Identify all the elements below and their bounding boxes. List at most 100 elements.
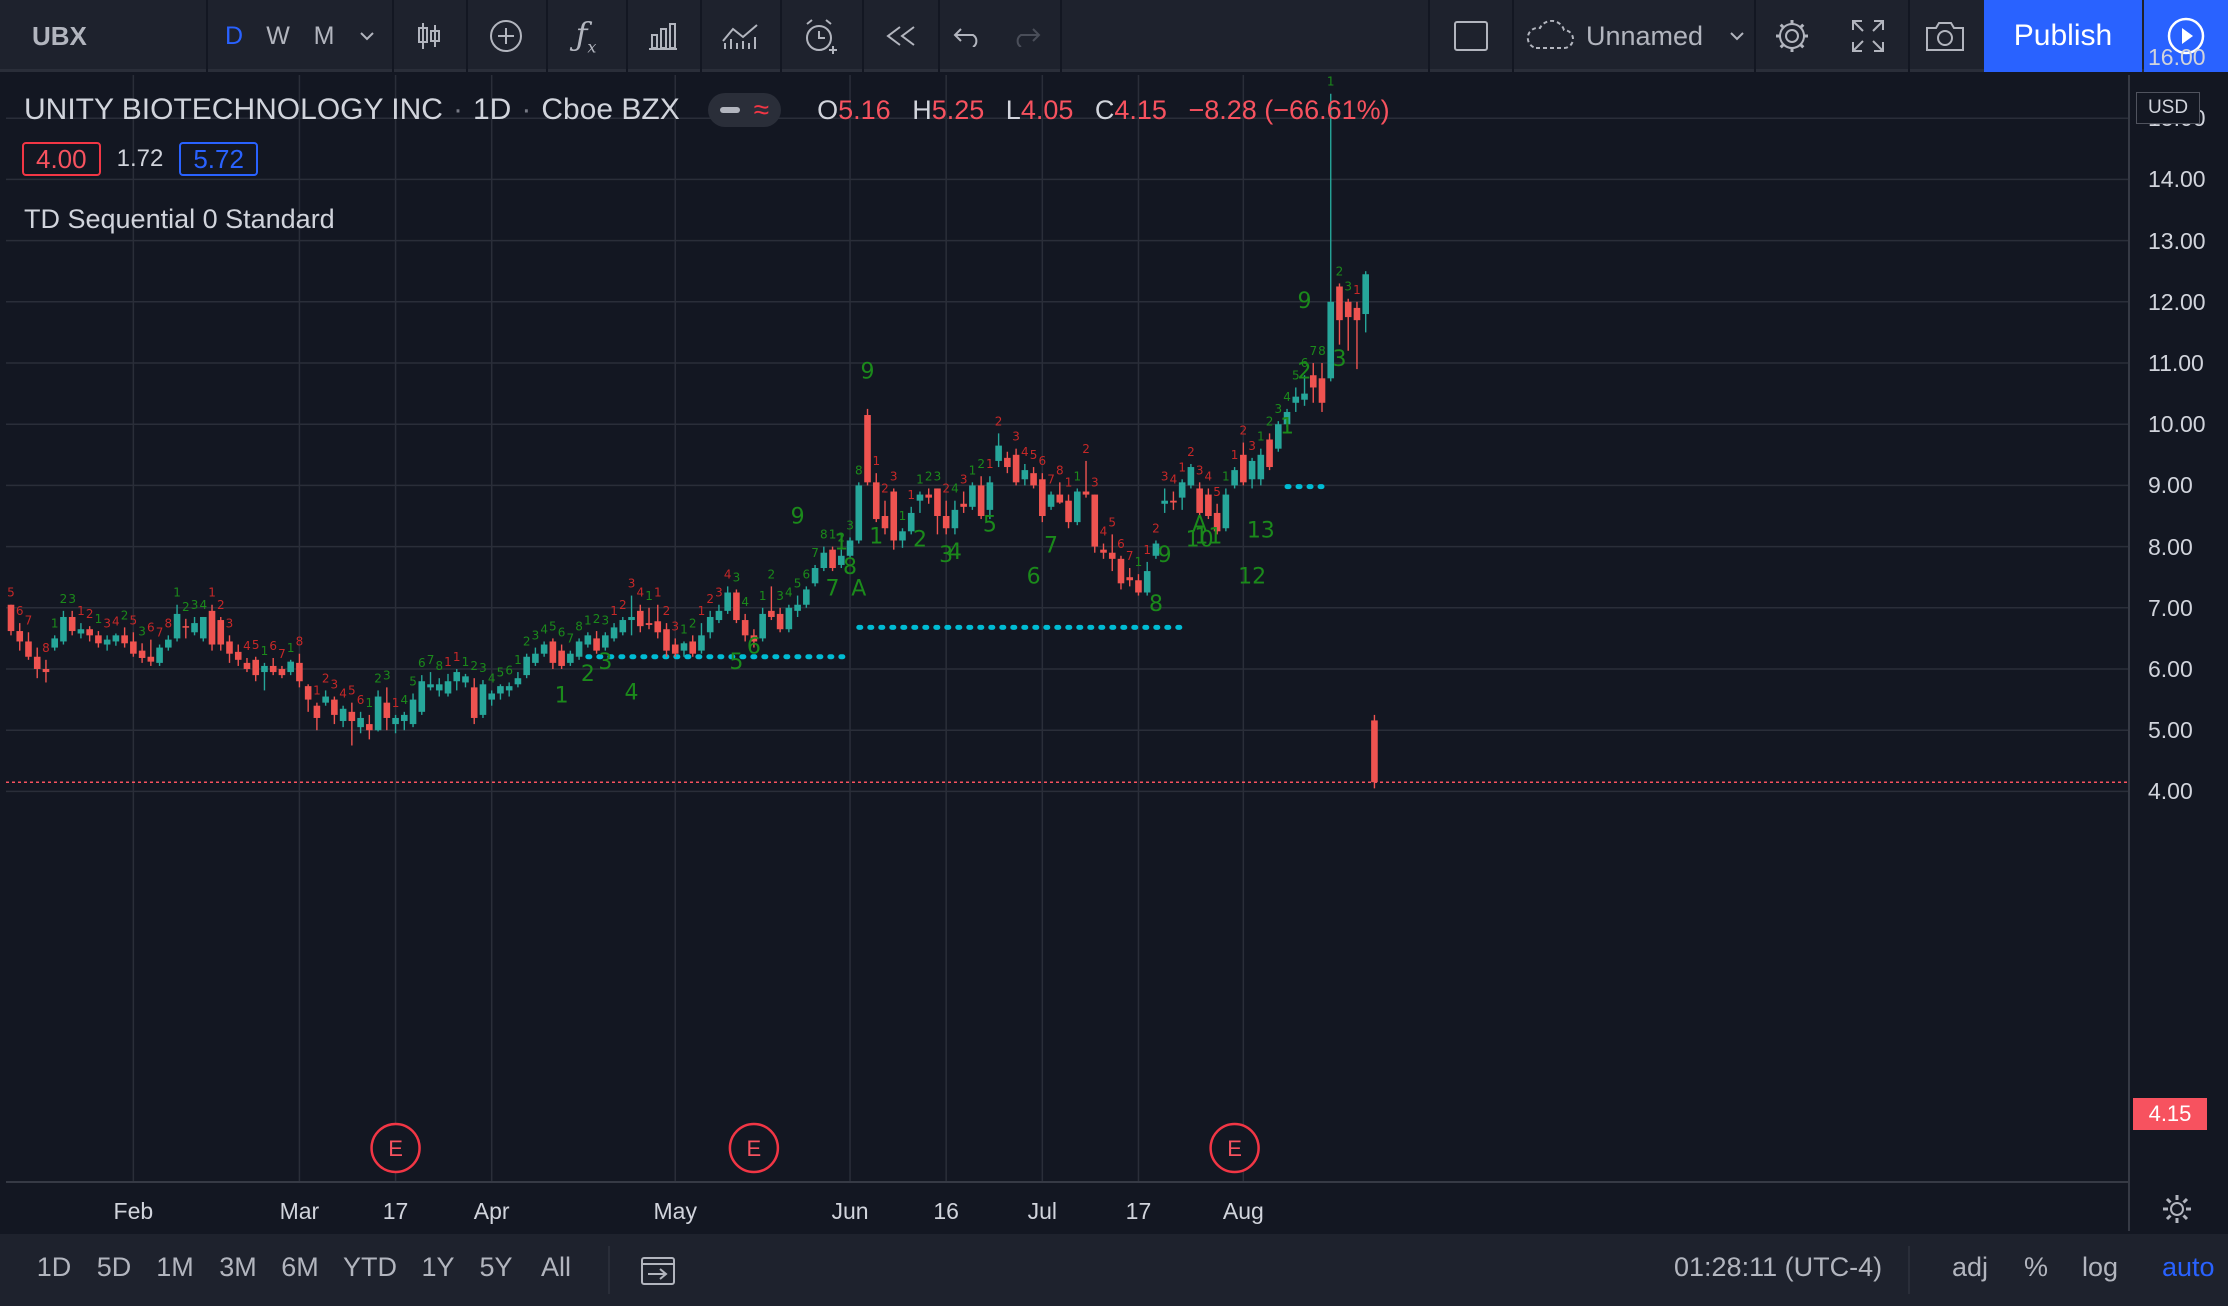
candle	[86, 626, 93, 642]
candle-body	[488, 693, 495, 700]
percent-toggle[interactable]: %	[2024, 1252, 2049, 1282]
range-1m-button[interactable]: 1M	[156, 1252, 194, 1282]
ask-price[interactable]: 5.72	[179, 142, 258, 176]
candle-body	[803, 589, 810, 605]
candle	[593, 631, 600, 654]
td-sell-count: 6	[269, 639, 277, 653]
candle-body	[951, 509, 959, 529]
candle-body	[1327, 301, 1335, 379]
candle-body	[864, 415, 871, 483]
candle-body	[208, 610, 216, 645]
chart-style-button[interactable]	[400, 0, 458, 72]
candle	[1283, 408, 1291, 428]
candle	[103, 635, 111, 651]
td-buy-count: 1	[173, 586, 181, 600]
range-6m-button[interactable]: 6M	[281, 1252, 319, 1282]
td-buy-count: 1	[1135, 555, 1143, 569]
td-sell-count: 4	[339, 687, 347, 701]
candle-body	[296, 662, 303, 682]
interval-m-button[interactable]: M	[313, 21, 335, 50]
td-sell-count: 3	[671, 619, 679, 633]
td-buy-count: 3	[479, 661, 487, 675]
range-3m-button[interactable]: 3M	[219, 1252, 257, 1282]
publish-button[interactable]: Publish	[1984, 0, 2142, 72]
candle	[1309, 363, 1317, 403]
range-ytd-button[interactable]: YTD	[343, 1252, 397, 1282]
indicator-legend[interactable]: TD Sequential 0 Standard	[24, 204, 335, 234]
gear-icon[interactable]	[2158, 1190, 2196, 1228]
candle	[462, 673, 469, 688]
candle-body	[226, 641, 233, 654]
candle-body	[392, 717, 399, 725]
play-circle-icon	[2167, 17, 2205, 55]
td-sell-count: 1	[444, 655, 452, 669]
indicators-button[interactable]: ƒx	[556, 0, 616, 72]
candle-body	[645, 623, 653, 625]
chart-legend[interactable]: UNITY BIOTECHNOLOGY INC · 1D · Cboe BZX …	[24, 88, 1404, 132]
range-1d-button[interactable]: 1D	[36, 1252, 72, 1282]
alert-button[interactable]	[790, 0, 852, 72]
layout-name-dropdown[interactable]: Unnamed	[1520, 0, 1748, 72]
candle-body	[287, 661, 294, 673]
interval-w-button[interactable]: W	[266, 21, 290, 50]
price-tick: 16.00	[2148, 44, 2206, 70]
candle	[645, 607, 653, 630]
log-toggle[interactable]: log	[2082, 1252, 2119, 1282]
earnings-label: E	[1227, 1136, 1242, 1161]
td-sell-count: 7	[1047, 473, 1055, 487]
templates-button[interactable]	[710, 0, 772, 72]
td-buy-count: 1	[584, 613, 592, 627]
screenshot-button[interactable]	[1914, 0, 1976, 72]
bottom-toolbar	[0, 1234, 2228, 1306]
td-sell-count: 1	[1231, 448, 1239, 462]
candle-body	[1012, 454, 1020, 483]
interval-dropdown-button[interactable]	[352, 0, 382, 72]
interval-d-button[interactable]: D	[224, 21, 244, 50]
currency-label[interactable]: USD	[2136, 92, 2200, 124]
legend-visibility-toggle[interactable]: ≈	[707, 93, 782, 127]
bar-replay-button[interactable]	[872, 0, 930, 72]
candle	[540, 641, 548, 657]
candle-body	[549, 641, 557, 663]
td-buy-count: 2	[1266, 414, 1274, 428]
time-tick: Jul	[1027, 1198, 1058, 1224]
td-buy-count: 1	[1257, 430, 1265, 444]
td-sell-count: 4	[1205, 469, 1213, 483]
symbol-search-button[interactable]: UBX	[32, 20, 87, 51]
bid-price[interactable]: 4.00	[22, 142, 101, 176]
td-sell-count: 1	[907, 488, 915, 502]
compare-add-symbol-button[interactable]	[476, 0, 536, 72]
chart-settings-button[interactable]	[1762, 0, 1822, 72]
range-5y-button[interactable]: 5Y	[479, 1252, 513, 1282]
redo-button[interactable]	[1006, 0, 1046, 72]
auto-scale-toggle[interactable]: auto	[2162, 1252, 2215, 1282]
candle	[768, 586, 775, 621]
td-buy-count: 2	[1336, 264, 1344, 278]
candle-body	[977, 485, 985, 516]
layout-toggle-button[interactable]	[1436, 0, 1506, 72]
goto-date-icon[interactable]	[640, 1254, 676, 1286]
play-button[interactable]	[2144, 0, 2228, 72]
candle	[278, 665, 286, 679]
range-1y-button[interactable]: 1Y	[421, 1252, 455, 1282]
undo-button[interactable]	[948, 0, 988, 72]
range-5d-button[interactable]: 5D	[96, 1252, 132, 1282]
financials-button[interactable]	[634, 0, 692, 72]
candle-body	[1292, 396, 1300, 403]
candle	[1082, 460, 1090, 498]
fullscreen-button[interactable]	[1838, 0, 1898, 72]
candle	[374, 690, 382, 732]
td-buy-count: 5	[497, 665, 505, 679]
candle	[1344, 298, 1352, 351]
candle-body	[51, 638, 58, 648]
td-sell-count: 2	[217, 598, 225, 612]
clock-timezone[interactable]: 01:28:11 (UTC-4)	[1674, 1252, 1883, 1282]
candle	[977, 476, 985, 520]
td-buy-count: 1	[51, 616, 59, 630]
adjust-toggle[interactable]: adj	[1952, 1252, 1989, 1282]
time-tick: Apr	[473, 1198, 510, 1224]
td-countdown-label: 13	[1247, 518, 1275, 543]
range-all-button[interactable]: All	[540, 1252, 572, 1282]
candle	[663, 623, 670, 657]
